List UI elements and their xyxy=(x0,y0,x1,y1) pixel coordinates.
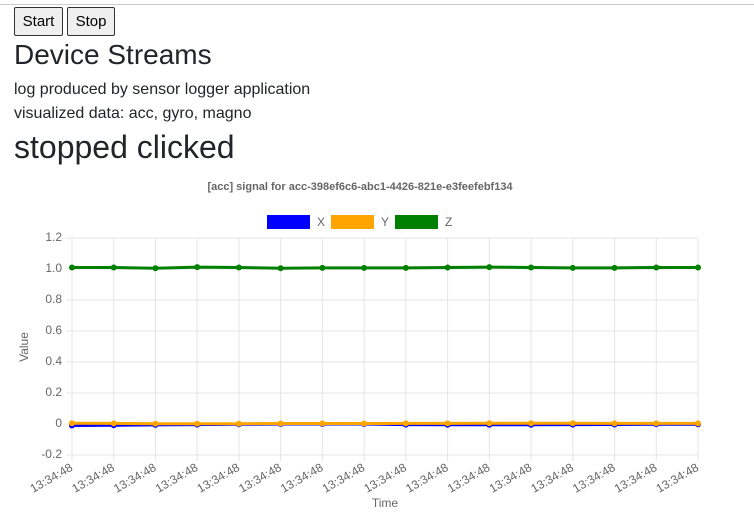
description: log produced by sensor logger applicatio… xyxy=(14,81,311,98)
x-tick-label: 13:34:48 xyxy=(195,460,243,496)
x-tick-label: 13:34:48 xyxy=(612,460,660,496)
data-point xyxy=(194,420,201,427)
data-point xyxy=(235,420,242,427)
data-point xyxy=(361,264,368,271)
legend-swatch xyxy=(395,215,438,229)
data-point xyxy=(277,420,284,427)
data-point xyxy=(444,420,451,427)
data-point xyxy=(695,420,701,427)
stop-button[interactable]: Stop xyxy=(67,7,115,36)
data-point xyxy=(695,264,701,271)
x-tick-label: 13:34:48 xyxy=(111,460,159,496)
data-point xyxy=(110,264,117,271)
data-point xyxy=(653,420,660,427)
data-point xyxy=(653,264,660,271)
data-point xyxy=(402,420,409,427)
data-point xyxy=(319,264,326,271)
x-tick-label: 13:34:48 xyxy=(69,460,117,496)
chart-title: [acc] signal for acc-398ef6c6-abc1-4426-… xyxy=(207,181,513,193)
start-button[interactable]: Start xyxy=(14,7,63,36)
x-tick-label: 13:34:48 xyxy=(570,460,618,496)
top-border xyxy=(0,4,754,5)
data-point xyxy=(152,265,159,272)
x-tick-label: 13:34:48 xyxy=(320,460,368,496)
x-tick-label: 13:34:48 xyxy=(361,460,409,496)
data-point xyxy=(611,420,618,427)
data-point xyxy=(319,420,326,427)
data-point xyxy=(486,420,493,427)
data-point xyxy=(402,264,409,271)
data-point xyxy=(569,264,576,271)
y-tick-label: 0.2 xyxy=(45,385,62,399)
x-tick-label: 13:34:48 xyxy=(487,460,535,496)
data-point xyxy=(69,264,75,271)
x-tick-label: 13:34:48 xyxy=(654,460,702,496)
y-axis-title: Value xyxy=(17,332,31,362)
legend-label: Z xyxy=(445,215,452,229)
data-point xyxy=(152,420,159,427)
data-point xyxy=(486,264,493,271)
x-tick-label: 13:34:48 xyxy=(153,460,201,496)
data-point xyxy=(277,265,284,272)
series-line xyxy=(72,265,698,270)
data-point xyxy=(569,420,576,427)
x-tick-label: 13:34:48 xyxy=(236,460,284,496)
y-tick-label: 1.0 xyxy=(45,261,62,275)
data-point xyxy=(110,420,117,427)
y-tick-label: 0.6 xyxy=(45,323,62,337)
legend-swatch xyxy=(267,215,310,229)
data-point xyxy=(444,264,451,271)
data-point xyxy=(528,420,535,427)
x-tick-label: 13:34:48 xyxy=(528,460,576,496)
status: stopped clicked xyxy=(14,129,235,165)
legend-swatch xyxy=(331,215,374,229)
legend-label: X xyxy=(317,215,325,229)
data-point xyxy=(69,420,75,427)
x-tick-label: 13:34:48 xyxy=(278,460,326,496)
y-tick-label: 1.2 xyxy=(45,230,62,244)
data-point xyxy=(235,264,242,271)
x-axis-title: Time xyxy=(372,496,399,510)
y-tick-label: 0.8 xyxy=(45,292,62,306)
x-tick-label: 13:34:48 xyxy=(445,460,493,496)
y-tick-label: 0 xyxy=(55,416,62,430)
data-point xyxy=(528,264,535,271)
x-tick-label: 13:34:48 xyxy=(403,460,451,496)
x-tick-label: 13:34:48 xyxy=(28,460,76,496)
description: visualized data: acc, gyro, magno xyxy=(14,105,252,122)
data-point xyxy=(361,420,368,427)
data-point xyxy=(611,264,618,271)
data-point xyxy=(194,264,201,271)
legend-label: Y xyxy=(381,215,389,229)
page-title: Device Streams xyxy=(14,39,212,70)
y-tick-label: -0.2 xyxy=(41,447,62,461)
y-tick-label: 0.4 xyxy=(45,354,62,368)
